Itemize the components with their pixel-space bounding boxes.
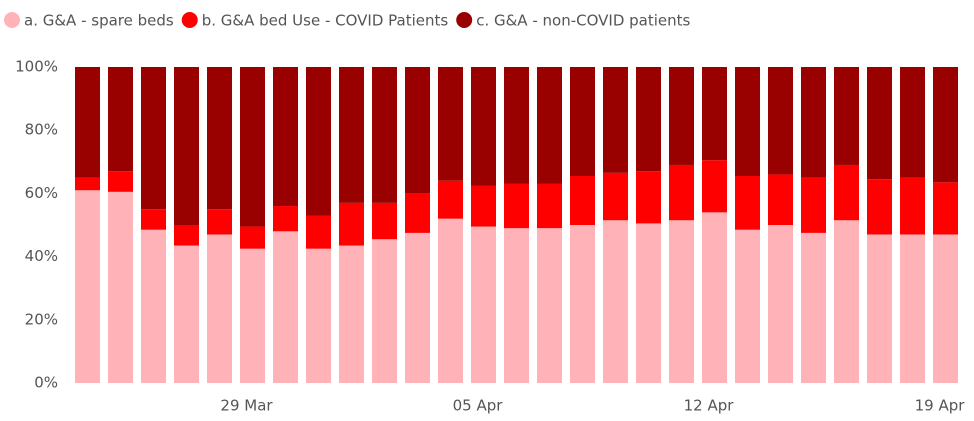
bar-segment	[273, 206, 298, 232]
bar-segment	[768, 225, 793, 383]
bar-segment	[537, 228, 562, 383]
bar-segment	[108, 191, 133, 383]
bar-segment	[834, 220, 859, 383]
bar-segment	[405, 67, 430, 194]
bar-segment	[174, 67, 199, 225]
bar-segment	[372, 239, 397, 383]
bar-segment	[75, 67, 100, 178]
bar-segment	[900, 67, 925, 178]
y-tick-label: 100%	[15, 58, 58, 76]
y-tick-label: 0%	[34, 374, 58, 392]
bar-segment	[768, 174, 793, 225]
bar-segment	[735, 229, 760, 383]
bar-segment	[570, 67, 595, 177]
bar-segment	[438, 218, 463, 383]
bar-segment	[405, 193, 430, 233]
bar-segment	[174, 225, 199, 246]
bar-segment	[504, 183, 529, 229]
legend-label: c. G&A - non-COVID patients	[476, 12, 690, 30]
legend-swatch	[456, 12, 473, 28]
y-tick-label: 20%	[25, 310, 58, 328]
bar-segment	[75, 177, 100, 191]
bar-segment	[801, 177, 826, 233]
bar-segment	[75, 190, 100, 383]
x-tick-label: 12 Apr	[684, 397, 735, 415]
bar-segment	[537, 183, 562, 229]
bar-segment	[372, 67, 397, 203]
bar-segment	[801, 67, 826, 178]
bar-segment	[636, 171, 661, 224]
bar-segment	[735, 67, 760, 177]
bar-segment	[306, 67, 331, 216]
bar-segment	[339, 245, 364, 383]
legend-swatch	[4, 12, 20, 28]
bar-segment	[504, 228, 529, 383]
x-tick-label: 29 Mar	[220, 397, 273, 415]
bar-segment	[636, 67, 661, 172]
y-tick-label: 40%	[25, 247, 58, 265]
bar-segment	[834, 164, 859, 221]
bar-segment	[504, 67, 529, 184]
bar-segment	[669, 67, 694, 165]
x-tick-label: 19 Apr	[915, 397, 966, 415]
bar-segment	[702, 67, 727, 161]
bar-segment	[207, 67, 232, 210]
bar-segment	[141, 67, 166, 210]
bar-segment	[306, 248, 331, 383]
bar-segment	[603, 220, 628, 383]
bar-segment	[867, 179, 892, 235]
bar-segment	[702, 212, 727, 383]
bar-segment	[768, 67, 793, 175]
bar-segment	[174, 245, 199, 383]
bar-segment	[570, 176, 595, 225]
bar-segment	[471, 185, 496, 227]
legend-swatch	[181, 12, 198, 28]
bar-segment	[933, 234, 958, 383]
bar-segment	[900, 234, 925, 383]
bar-segment	[141, 209, 166, 230]
bar-segment	[405, 232, 430, 383]
bar-segment	[537, 67, 562, 184]
bar-segment	[339, 202, 364, 246]
bar-segment	[900, 177, 925, 235]
bar-segment	[933, 67, 958, 183]
x-tick-label: 05 Apr	[453, 397, 504, 415]
bar-segment	[471, 226, 496, 383]
bar-segment	[669, 220, 694, 383]
bar-segment	[471, 67, 496, 186]
bar-segment	[867, 234, 892, 383]
legend-label: a. G&A - spare beds	[24, 12, 174, 30]
bar-segment	[372, 202, 397, 240]
bar-segment	[108, 171, 133, 192]
bar-segment	[273, 67, 298, 207]
bar-segment	[933, 182, 958, 235]
bar-segment	[438, 180, 463, 219]
bar-segment	[438, 67, 463, 181]
bar-segment	[603, 67, 628, 173]
y-tick-label: 80%	[25, 121, 58, 139]
bar-segment	[306, 215, 331, 249]
bar-segment	[207, 234, 232, 383]
bar-segment	[603, 172, 628, 221]
bar-segment	[207, 209, 232, 235]
bar-segment	[669, 164, 694, 221]
bar-segment	[636, 223, 661, 383]
bar-segment	[240, 67, 265, 227]
y-tick-label: 60%	[25, 184, 58, 202]
bar-segment	[108, 67, 133, 172]
bar-segment	[141, 229, 166, 383]
bar-segment	[867, 67, 892, 180]
bar-segment	[339, 67, 364, 203]
bar-segment	[273, 231, 298, 383]
bar-segment	[801, 232, 826, 383]
bar-segment	[240, 248, 265, 383]
bar-segment	[834, 67, 859, 165]
legend-label: b. G&A bed Use - COVID Patients	[202, 12, 449, 30]
bar-segment	[735, 176, 760, 230]
bar-segment	[570, 225, 595, 383]
bar-segment	[240, 226, 265, 249]
bar-segment	[702, 160, 727, 213]
